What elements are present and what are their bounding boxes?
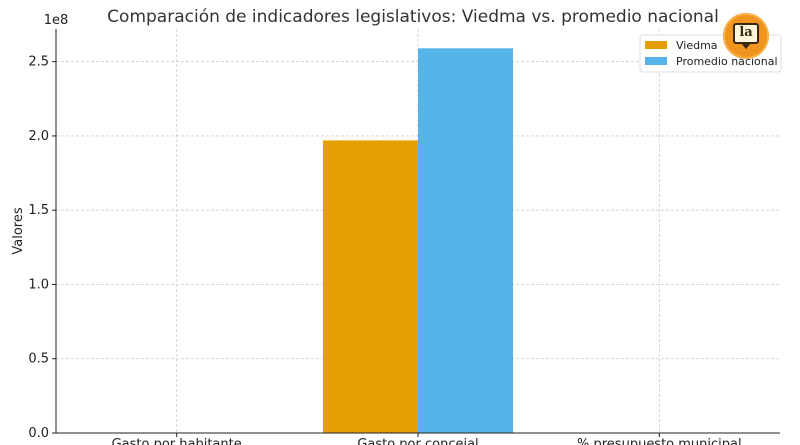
chart-title: Comparación de indicadores legislativos:… xyxy=(107,7,719,27)
y-scale-label: 1e8 xyxy=(44,13,69,28)
legend-swatch xyxy=(645,57,667,65)
logo-speech-bubble-icon: la xyxy=(733,23,759,44)
x-ticks: Gasto por habitante Gasto por concejal % p… xyxy=(112,433,742,445)
bars xyxy=(323,48,513,433)
y-tick-label: 2.0 xyxy=(28,129,49,144)
site-logo: la xyxy=(723,13,769,59)
logo-bubble-tail-icon xyxy=(741,43,751,49)
y-axis-title: Valores xyxy=(11,207,26,254)
logo-text: la xyxy=(739,25,753,40)
x-tick-label: % presupuesto municipal xyxy=(577,437,742,445)
bar-viedma-1 xyxy=(323,140,418,433)
y-tick-label: 0.0 xyxy=(28,426,49,441)
x-tick-label: Gasto por habitante xyxy=(112,437,242,445)
legend-label: Viedma xyxy=(676,39,718,52)
y-tick-label: 1.5 xyxy=(28,203,49,218)
y-tick-label: 2.5 xyxy=(28,55,49,70)
bar-promedio-nacional-1 xyxy=(418,48,513,433)
x-tick-label: Gasto por concejal xyxy=(357,437,478,445)
legend-swatch xyxy=(645,41,667,49)
y-ticks: 0.0 0.5 1.0 1.5 2.0 2.5 xyxy=(28,55,56,441)
y-tick-label: 0.5 xyxy=(28,352,49,367)
y-tick-label: 1.0 xyxy=(28,277,49,292)
legend-label: Promedio nacional xyxy=(676,55,778,68)
